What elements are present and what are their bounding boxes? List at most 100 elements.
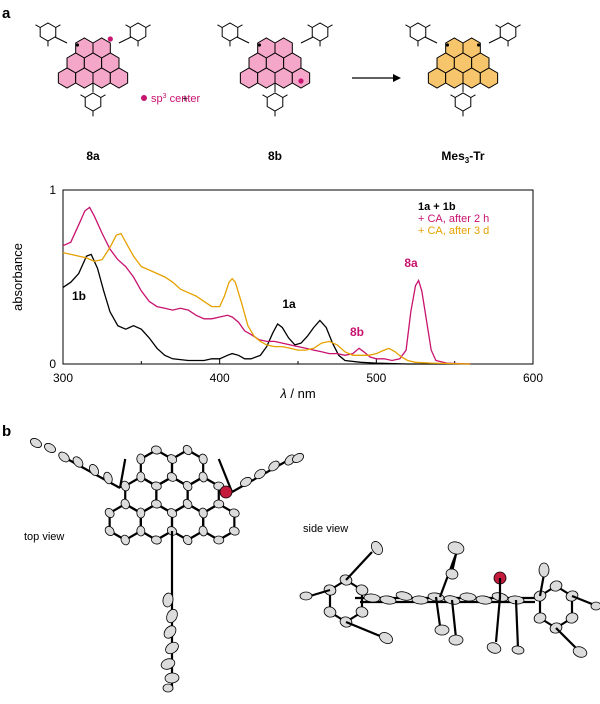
x-tick-label: 500 — [366, 371, 386, 385]
atom-ellipsoid — [538, 562, 550, 578]
triangulene-core-8a — [35, 22, 151, 117]
y-axis-label: absorbance — [10, 243, 25, 311]
methyl-bond — [35, 24, 41, 28]
mesityl-group — [125, 22, 151, 47]
structure-mes3-tr: Mes3-Tr — [405, 22, 521, 165]
y-axis-ticks: 01 — [49, 183, 68, 371]
atom-ellipsoid — [219, 485, 233, 499]
atom-ellipsoid — [162, 683, 174, 693]
methyl-bond — [217, 24, 223, 28]
legend-entry: + CA, after 3 d — [418, 225, 489, 237]
aromatic-ring — [445, 67, 464, 89]
mesityl-ring — [39, 22, 57, 42]
annotation-label: 1b — [72, 289, 86, 303]
bond — [217, 458, 234, 493]
methyl-bond — [470, 94, 476, 98]
mesityl-group — [495, 22, 521, 47]
methyl-bond — [515, 24, 521, 28]
sp3-legend-text: sp3 center — [151, 93, 200, 105]
atom-ellipsoid — [89, 464, 99, 476]
aromatic-ring — [462, 67, 481, 89]
x-axis-ticks: 300 400 500 600 — [53, 359, 543, 385]
atom-ellipsoid — [120, 498, 130, 510]
atom-ellipsoid — [30, 438, 42, 448]
legend-entry: 1a + 1b — [418, 201, 456, 213]
radical-dot-icon — [257, 43, 262, 47]
absorbance-chart: 300 400 500 600 01 absorbance λ / nm 1a + 1… — [10, 183, 543, 401]
x-tick-label: 600 — [523, 371, 543, 385]
sp3-center-icon — [107, 36, 113, 42]
ortep-side-view — [299, 541, 600, 658]
atom-ellipsoid — [198, 471, 208, 483]
atom-ellipsoid — [44, 443, 56, 453]
atom-ellipsoid — [355, 584, 369, 596]
methyl-bond — [425, 24, 431, 28]
aryl-bond — [488, 36, 502, 44]
methyl-bond — [327, 24, 333, 28]
bond — [555, 627, 579, 651]
aromatic-ring — [291, 67, 311, 89]
aromatic-ring — [274, 67, 293, 89]
atom-ellipsoid — [136, 525, 146, 537]
atom-ellipsoid — [166, 608, 178, 624]
atom-ellipsoid — [459, 592, 477, 602]
atom-ellipsoid — [182, 498, 193, 510]
mesityl-group — [450, 92, 476, 117]
sp3-center-icon — [298, 78, 304, 84]
bond — [434, 596, 442, 627]
triangulene-core-8b — [217, 22, 333, 117]
atom-ellipsoid — [590, 601, 600, 611]
bond — [514, 599, 520, 649]
atom-ellipsoid — [182, 480, 193, 492]
chart-legend: 1a + 1b+ CA, after 2 h+ CA, after 3 d — [418, 201, 489, 237]
mesityl-ring — [84, 92, 102, 112]
atom-ellipsoid — [486, 642, 502, 654]
atom-ellipsoid — [371, 541, 383, 555]
atom-ellipsoid — [511, 645, 525, 655]
mesityl-ring — [409, 22, 427, 42]
series-line-0 — [62, 253, 471, 365]
atom-ellipsoid — [379, 595, 397, 605]
aromatic-ring — [427, 67, 447, 89]
atom-ellipsoid — [447, 541, 465, 555]
bond — [345, 620, 381, 638]
mesityl-ring — [499, 22, 517, 42]
methyl-bond — [495, 24, 501, 28]
bond — [538, 573, 546, 597]
methyl-bond — [55, 24, 61, 28]
structure-label-mes3-tr: Mes3-Tr — [441, 149, 484, 165]
atom-ellipsoid — [162, 592, 174, 608]
atom-ellipsoid — [549, 580, 563, 592]
atom-ellipsoid — [268, 460, 280, 472]
atom-ellipsoid — [213, 535, 225, 545]
radical-dot-icon — [476, 43, 481, 47]
aryl-bond — [54, 36, 68, 44]
mesityl-group — [35, 22, 61, 47]
structure-label-8a: 8a — [86, 149, 100, 163]
reaction-arrow — [352, 74, 401, 82]
aromatic-ring — [109, 67, 129, 89]
atom-ellipsoid — [475, 595, 493, 605]
atom-ellipsoid — [104, 508, 115, 518]
atom-ellipsoid — [323, 606, 337, 618]
mesityl-ring — [454, 92, 472, 112]
mesityl-ring — [311, 22, 329, 42]
mesityl-group — [307, 22, 333, 47]
radical-dot-icon — [75, 43, 80, 47]
top-view-label: top view — [24, 531, 64, 543]
annotation-label: 8b — [350, 325, 364, 339]
aromatic-ring — [479, 67, 499, 89]
bond — [494, 596, 502, 643]
atom-ellipsoid — [136, 453, 146, 465]
annotation-label: 8a — [404, 256, 418, 270]
methyl-bond — [450, 94, 456, 98]
atom-ellipsoid — [164, 672, 180, 684]
atom-ellipsoid — [165, 641, 179, 655]
aromatic-ring — [75, 67, 94, 89]
aromatic-ring — [257, 67, 276, 89]
atom-ellipsoid — [299, 591, 313, 601]
methyl-bond — [307, 24, 313, 28]
atom-ellipsoid — [58, 451, 70, 463]
plus-sign: + — [182, 93, 188, 105]
